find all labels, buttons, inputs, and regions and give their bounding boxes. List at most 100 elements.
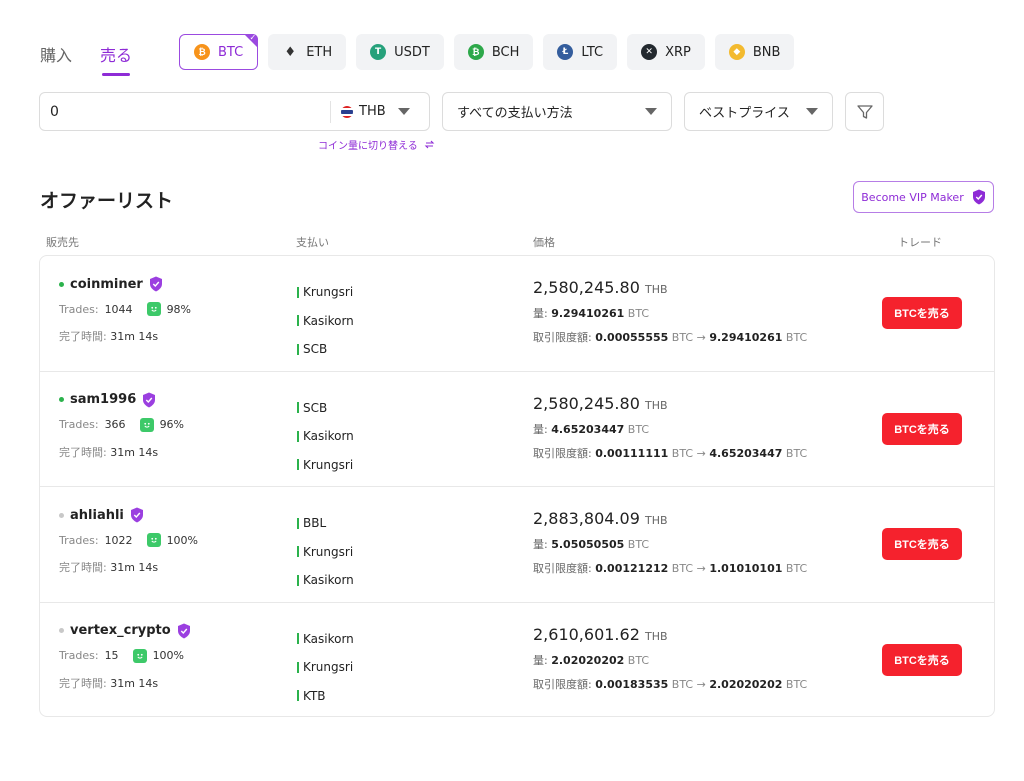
payment-method: Kasikorn [297, 625, 354, 654]
rating-percent: 100% [166, 533, 199, 547]
limit-min-unit: BTC [671, 446, 694, 460]
swap-icon [424, 140, 435, 149]
amount-unit: BTC [627, 538, 650, 551]
arrow-icon: → [696, 331, 706, 344]
payment-method: Kasikorn [297, 307, 354, 336]
tab-buy[interactable]: 購入 [40, 46, 73, 65]
seller-name[interactable]: coinminer [70, 276, 143, 292]
offer-row: ahliahli Trades: 1022 100% 完了時間: 31m 14s… [40, 487, 994, 603]
limit-max: 2.02020202 [709, 677, 783, 691]
offer-row: sam1996 Trades: 366 96% 完了時間: 31m 14s SC… [40, 372, 994, 487]
become-vip-maker-button[interactable]: Become VIP Maker [853, 181, 994, 213]
vip-button-label: Become VIP Maker [861, 190, 964, 204]
amount-value: 5.05050505 [551, 538, 625, 551]
check-icon: ✓ [249, 33, 257, 42]
amount-label: 量: [533, 307, 548, 320]
price-value: 2,580,245.80 [533, 393, 640, 413]
header-payment: 支払い [296, 236, 329, 249]
limit-max: 9.29410261 [709, 331, 783, 344]
seller-name[interactable]: vertex_crypto [70, 623, 171, 638]
arrow-icon: → [696, 562, 706, 575]
price-info: 2,883,804.09 THB 量: 5.05050505 BTC 取引限度額… [533, 509, 807, 576]
price-unit: THB [644, 283, 668, 296]
bitcoin-cash-icon: ₿ [467, 44, 484, 60]
limit-min: 0.00121212 [595, 562, 669, 575]
arrow-icon: → [696, 446, 706, 460]
price-value: 2,580,245.80 [533, 278, 640, 297]
sort-select[interactable]: ベストプライス [684, 92, 833, 131]
offer-row: coinminer Trades: 1044 98% 完了時間: 31m 14s… [40, 256, 994, 372]
sort-label: ベストプライス [699, 106, 790, 121]
online-status-dot [59, 512, 64, 518]
payment-method: Krungsri [297, 278, 354, 307]
trades-label: Trades: [59, 649, 99, 662]
completion-label: 完了時間: [59, 561, 107, 574]
completion-time: 31m 14s [110, 676, 159, 690]
limit-max-unit: BTC [785, 677, 808, 691]
limit-min-unit: BTC [671, 677, 694, 691]
coin-ltc[interactable]: Ł LTC [543, 34, 618, 70]
rating-percent: 98% [166, 302, 192, 316]
limit-label: 取引限度額: [533, 677, 592, 691]
coin-bch[interactable]: ₿ BCH [453, 34, 534, 70]
tab-sell[interactable]: 売る [100, 42, 132, 76]
payment-methods: Krungsri Kasikorn SCB [297, 278, 354, 364]
smile-icon [146, 533, 161, 547]
amount-value: 4.65203447 [551, 422, 625, 436]
coin-label: LTC [581, 44, 604, 60]
payment-method: Krungsri [297, 451, 354, 480]
coin-label: BTC [218, 44, 244, 60]
price-info: 2,610,601.62 THB 量: 2.02020202 BTC 取引限度額… [533, 625, 807, 692]
verified-shield-icon [177, 623, 190, 638]
coin-btc[interactable]: ₿ BTC ✓ [179, 33, 259, 70]
trades-label: Trades: [59, 418, 99, 431]
amount-field: THB [39, 92, 430, 131]
coin-label: BNB [752, 44, 781, 60]
amount-label: 量: [533, 538, 548, 551]
verified-shield-icon [130, 507, 143, 523]
coin-bnb[interactable]: ◆ BNB [714, 34, 795, 70]
seller-name[interactable]: ahliahli [70, 507, 124, 523]
seller-name[interactable]: sam1996 [70, 392, 137, 407]
sell-btc-button[interactable]: BTCを売る [882, 528, 962, 560]
amount-unit: BTC [627, 653, 650, 667]
payment-methods: BBL Krungsri Kasikorn [297, 509, 354, 595]
seller-info: coinminer Trades: 1044 98% 完了時間: 31m 14s [59, 276, 191, 344]
price-value: 2,610,601.62 [533, 624, 640, 644]
amount-input[interactable] [40, 93, 330, 130]
xrp-icon: ✕ [641, 44, 658, 60]
limit-max-unit: BTC [785, 446, 808, 460]
coin-usdt[interactable]: T USDT [356, 34, 444, 70]
coin-label: XRP [665, 44, 691, 60]
switch-to-coin-amount-link[interactable]: コイン量に切り替える [318, 137, 435, 152]
tether-icon: T [370, 44, 387, 60]
payment-methods: Kasikorn Krungsri KTB [297, 625, 354, 711]
currency-select[interactable]: THB [330, 100, 410, 123]
seller-info: ahliahli Trades: 1022 100% 完了時間: 31m 14s [59, 507, 198, 575]
price-unit: THB [644, 629, 668, 643]
coin-eth[interactable]: ♦ ETH [268, 34, 347, 70]
sell-btc-button[interactable]: BTCを売る [882, 297, 962, 329]
limit-min: 0.00111111 [595, 446, 669, 460]
completion-label: 完了時間: [59, 676, 107, 690]
ethereum-icon: ♦ [284, 44, 297, 60]
amount-label: 量: [533, 653, 548, 667]
header-seller: 販売先 [46, 236, 79, 249]
limit-min: 0.00183535 [595, 677, 669, 691]
limit-label: 取引限度額: [533, 562, 592, 575]
trades-count: 1044 [104, 302, 133, 316]
payment-method: KTB [297, 682, 354, 711]
arrow-icon: → [696, 677, 706, 691]
smile-icon [132, 648, 147, 663]
coin-xrp[interactable]: ✕ XRP [627, 34, 705, 70]
payment-method-select[interactable]: すべての支払い方法 [442, 92, 672, 131]
limit-min-unit: BTC [671, 562, 694, 575]
sell-btc-button[interactable]: BTCを売る [882, 643, 962, 676]
filter-button[interactable] [845, 92, 884, 131]
limit-label: 取引限度額: [533, 331, 592, 344]
trades-label: Trades: [59, 533, 99, 547]
smile-icon [146, 302, 161, 316]
litecoin-icon: Ł [557, 44, 574, 60]
sell-btc-button[interactable]: BTCを売る [882, 412, 962, 445]
chevron-down-icon [645, 108, 657, 115]
